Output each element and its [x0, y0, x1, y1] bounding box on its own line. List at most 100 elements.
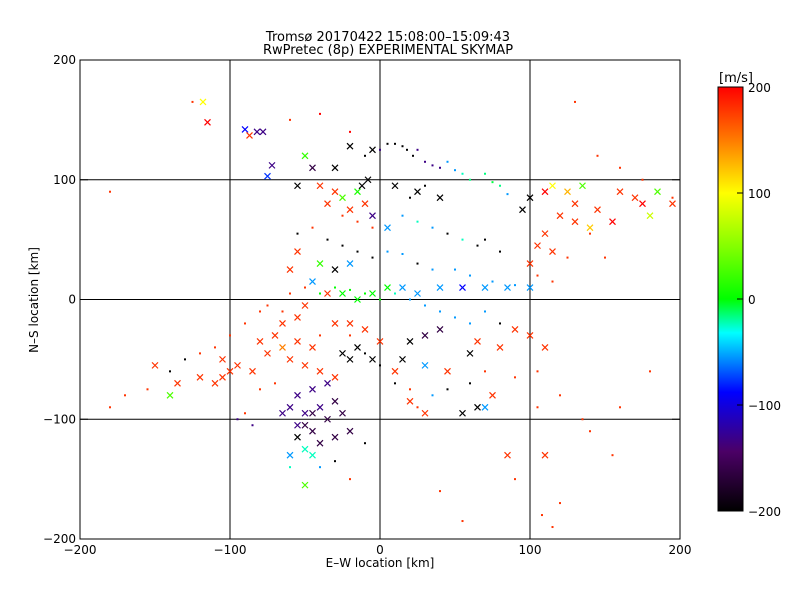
data-point-dot: [641, 178, 644, 181]
data-point-x: [526, 260, 534, 267]
data-point-x: [354, 343, 361, 351]
data-point-dot: [184, 358, 186, 361]
data-point-dot: [334, 460, 336, 463]
data-point-dot: [431, 226, 434, 229]
data-point-x: [196, 373, 204, 381]
data-point-dot: [416, 406, 419, 409]
data-point-x: [294, 314, 301, 321]
data-point-dot: [514, 376, 516, 379]
data-point-x: [346, 320, 354, 327]
data-point-dot: [499, 184, 501, 187]
y-axis-ticks: −200 −100 0 100 200: [43, 53, 680, 546]
data-point-dot: [124, 394, 126, 397]
data-point-x: [369, 355, 376, 363]
data-point-x: [361, 326, 369, 333]
data-point-dot: [364, 154, 366, 157]
data-point-x: [549, 248, 556, 256]
data-point-dot: [244, 322, 246, 325]
data-point-dot: [409, 298, 411, 301]
data-point-x: [564, 188, 571, 196]
data-point-dot: [619, 166, 621, 169]
data-point-dot: [484, 310, 486, 313]
data-point-x: [519, 206, 526, 214]
data-point-dot: [401, 214, 404, 217]
data-point-x: [639, 200, 646, 208]
y-tick-label: 100: [53, 173, 76, 187]
data-point-x: [268, 161, 276, 169]
data-point-dot: [484, 238, 486, 241]
data-point-x: [246, 132, 253, 139]
data-point-x: [346, 260, 354, 267]
x-axis-ticks: −200 −100 0 100 200: [64, 60, 691, 557]
data-point-dot: [604, 256, 606, 259]
data-point-dot: [484, 172, 486, 175]
data-point-dot: [349, 288, 351, 291]
data-point-dot: [446, 160, 449, 163]
data-point-x: [264, 172, 271, 180]
data-point-dot: [491, 280, 494, 283]
data-point-x: [421, 409, 429, 417]
data-point-x: [331, 433, 339, 441]
data-point-dot: [491, 181, 494, 184]
data-point-dot: [424, 160, 426, 163]
data-point-x: [316, 182, 324, 190]
data-point-dot: [296, 232, 299, 235]
data-point-dot: [439, 490, 441, 493]
data-point-dot: [581, 418, 584, 421]
data-point-x: [481, 403, 489, 411]
data-point-x: [384, 224, 391, 232]
data-point-dot: [326, 238, 329, 241]
data-point-x: [324, 379, 331, 387]
data-point-x: [358, 182, 366, 190]
data-point-dot: [416, 262, 419, 265]
data-point-dot: [514, 284, 516, 287]
data-point-dot: [499, 322, 501, 325]
data-point-x: [309, 385, 316, 393]
data-point-dot: [416, 220, 419, 223]
data-point-x: [279, 343, 286, 351]
data-point-x: [331, 188, 339, 196]
data-point-x: [616, 188, 624, 196]
data-point-x: [199, 98, 207, 106]
data-point-x: [511, 326, 519, 333]
data-point-x: [204, 118, 211, 126]
data-point-dot: [406, 148, 408, 151]
data-point-dot: [281, 310, 284, 313]
data-point-dot: [349, 130, 351, 133]
data-point-dot: [536, 370, 539, 373]
data-point-x: [339, 349, 346, 357]
data-point-dot: [536, 274, 539, 277]
data-point-x: [354, 296, 361, 303]
data-point-dot: [146, 388, 149, 391]
data-point-x: [354, 188, 361, 196]
data-point-x: [339, 409, 346, 417]
data-point-dot: [394, 142, 396, 145]
data-point-x: [316, 439, 324, 447]
data-point-x: [219, 373, 226, 381]
data-point-dot: [289, 292, 291, 295]
data-point-x: [526, 194, 534, 202]
data-point-dot: [379, 364, 381, 367]
data-point-x: [421, 361, 429, 369]
chart-title: Tromsø 20170422 15:08:00–15:09:43: [265, 30, 510, 45]
data-point-x: [579, 182, 586, 190]
data-point-dot: [412, 154, 414, 157]
data-point-x: [271, 332, 279, 339]
colorbar-tick-label: 100: [748, 187, 771, 201]
data-point-dot: [364, 292, 366, 295]
data-point-dot: [311, 226, 314, 229]
data-point-dot: [589, 232, 591, 235]
data-point-x: [654, 188, 661, 196]
data-point-x: [309, 278, 316, 285]
data-point-dot: [386, 250, 389, 253]
data-point-dot: [379, 148, 381, 151]
data-point-dot: [319, 112, 321, 115]
data-point-dot: [551, 526, 554, 529]
data-point-x: [571, 218, 579, 226]
data-point-x: [259, 128, 267, 136]
data-point-dot: [304, 286, 306, 289]
data-point-dot: [349, 478, 351, 481]
data-point-x: [376, 337, 384, 345]
colorbar-tick-label: −100: [748, 399, 781, 413]
data-point-dot: [559, 502, 561, 505]
